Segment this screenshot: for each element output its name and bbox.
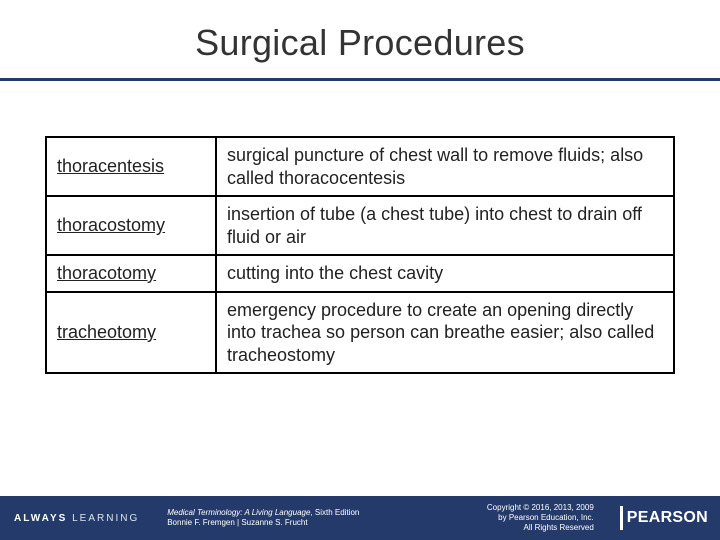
table-row: thoracostomy insertion of tube (a chest … [46,196,674,255]
definition-cell: insertion of tube (a chest tube) into ch… [216,196,674,255]
definition-cell: surgical puncture of chest wall to remov… [216,137,674,196]
slide-title: Surgical Procedures [40,22,680,64]
pearson-logo: PEARSON [620,506,708,530]
title-zone: Surgical Procedures [0,0,720,78]
term-cell: tracheotomy [46,292,216,374]
logo-brand-text: PEARSON [627,509,708,527]
table-row: tracheotomy emergency procedure to creat… [46,292,674,374]
footer-citation: Medical Terminology: A Living Language, … [157,508,469,528]
book-title: Medical Terminology: A Living Language [167,508,310,517]
table-row: thoracentesis surgical puncture of chest… [46,137,674,196]
tagline-word-a: ALWAYS [14,513,67,524]
copyright-line: by Pearson Education, Inc. [498,513,594,522]
book-authors: Bonnie F. Fremgen | Suzanne S. Frucht [167,518,307,527]
slide: Surgical Procedures thoracentesis surgic… [0,0,720,540]
term-cell: thoracostomy [46,196,216,255]
copyright-line: Copyright © 2016, 2013, 2009 [487,503,594,512]
footer-bar: ALWAYS LEARNING Medical Terminology: A L… [0,496,720,540]
definition-cell: emergency procedure to create an opening… [216,292,674,374]
term-cell: thoracotomy [46,255,216,292]
table-row: thoracotomy cutting into the chest cavit… [46,255,674,292]
logo-bar-icon [620,506,623,530]
term-cell: thoracentesis [46,137,216,196]
footer-copyright: Copyright © 2016, 2013, 2009 by Pearson … [487,503,602,533]
tagline-word-b: LEARNING [72,513,139,524]
definition-cell: cutting into the chest cavity [216,255,674,292]
definitions-table: thoracentesis surgical puncture of chest… [45,136,675,374]
footer-tagline: ALWAYS LEARNING [14,513,139,524]
copyright-line: All Rights Reserved [524,523,594,532]
body-zone: thoracentesis surgical puncture of chest… [0,81,720,496]
book-edition: , Sixth Edition [310,508,359,517]
